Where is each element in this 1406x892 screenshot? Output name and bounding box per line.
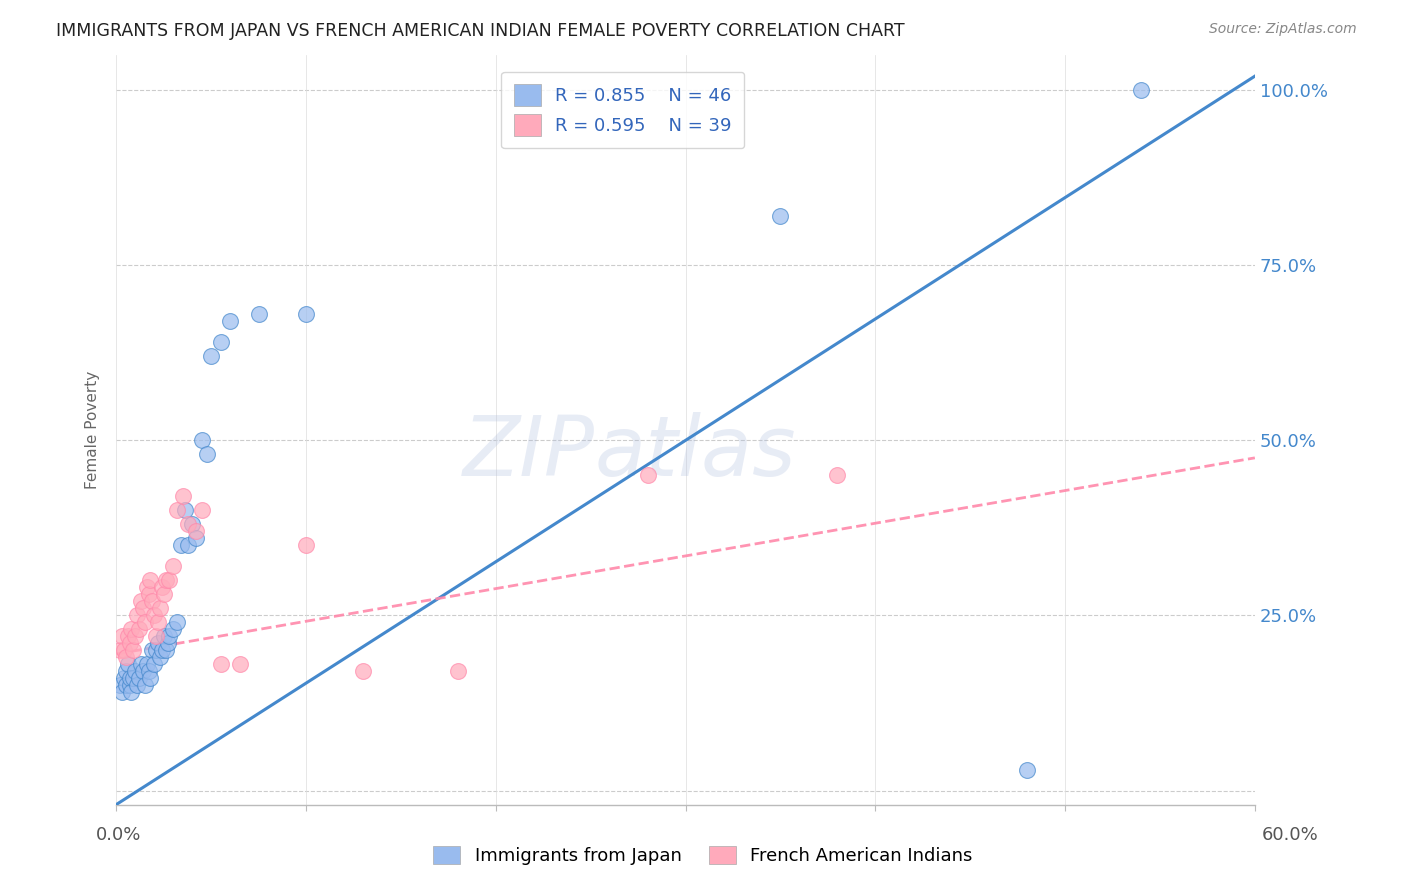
Point [247, 307, 270, 321]
Point [177, 517, 200, 532]
Point [162, 559, 184, 574]
Point [295, 307, 318, 321]
Point [117, 630, 139, 644]
Point [219, 314, 242, 328]
Y-axis label: Female Poverty: Female Poverty [86, 371, 100, 489]
Point [143, 608, 166, 623]
Point [139, 672, 162, 686]
Point [112, 672, 135, 686]
Point [152, 630, 174, 644]
Point [447, 665, 470, 679]
Point [120, 623, 142, 637]
Point [827, 468, 849, 483]
Point [157, 630, 180, 644]
Point [1017, 763, 1039, 777]
Point [132, 601, 155, 615]
Point [181, 517, 204, 532]
Point [769, 209, 792, 223]
Point [145, 630, 167, 644]
Point [141, 594, 163, 608]
Point [150, 643, 173, 657]
Point [135, 657, 157, 672]
Point [108, 678, 131, 692]
Point [155, 574, 177, 588]
Point [209, 335, 232, 350]
Point [114, 678, 136, 692]
Point [129, 657, 152, 672]
Point [120, 685, 142, 699]
Point [173, 503, 195, 517]
Point [166, 503, 188, 517]
Point [118, 672, 141, 686]
Point [132, 665, 155, 679]
Point [118, 678, 141, 692]
Point [184, 532, 207, 546]
Point [114, 665, 136, 679]
Point [124, 630, 146, 644]
Text: IMMIGRANTS FROM JAPAN VS FRENCH AMERICAN INDIAN FEMALE POVERTY CORRELATION CHART: IMMIGRANTS FROM JAPAN VS FRENCH AMERICAN… [56, 22, 905, 40]
Point [143, 657, 166, 672]
Point [150, 581, 173, 595]
Point [155, 643, 177, 657]
Point [228, 657, 250, 672]
Point [149, 601, 172, 615]
Point [141, 643, 163, 657]
Point [146, 636, 169, 650]
Point [134, 678, 156, 692]
Point [114, 650, 136, 665]
Point [156, 636, 179, 650]
Point [190, 434, 212, 448]
Legend: R = 0.855    N = 46, R = 0.595    N = 39: R = 0.855 N = 46, R = 0.595 N = 39 [501, 71, 744, 148]
Point [152, 587, 174, 601]
Point [139, 574, 162, 588]
Point [117, 657, 139, 672]
Point [166, 615, 188, 630]
Point [138, 587, 160, 601]
Point [177, 538, 200, 552]
Point [128, 672, 150, 686]
Point [637, 468, 659, 483]
Point [209, 657, 232, 672]
Point [145, 643, 167, 657]
Point [1130, 83, 1153, 97]
Point [352, 665, 374, 679]
Text: 60.0%: 60.0% [1263, 826, 1319, 844]
Point [118, 636, 141, 650]
Point [172, 489, 194, 503]
Point [129, 594, 152, 608]
Point [122, 643, 145, 657]
Point [112, 643, 135, 657]
Point [111, 630, 134, 644]
Point [190, 503, 212, 517]
Point [157, 574, 180, 588]
Point [135, 581, 157, 595]
Text: ZIP: ZIP [463, 412, 595, 492]
Point [128, 623, 150, 637]
Point [108, 643, 131, 657]
Text: 0.0%: 0.0% [96, 826, 141, 844]
Legend: Immigrants from Japan, French American Indians: Immigrants from Japan, French American I… [426, 838, 980, 872]
Point [111, 685, 134, 699]
Point [184, 524, 207, 539]
Point [138, 665, 160, 679]
Point [127, 608, 149, 623]
Point [170, 538, 193, 552]
Point [122, 672, 145, 686]
Point [200, 349, 222, 363]
Text: Source: ZipAtlas.com: Source: ZipAtlas.com [1209, 22, 1357, 37]
Point [295, 538, 318, 552]
Point [162, 623, 184, 637]
Text: atlas: atlas [595, 412, 796, 492]
Point [146, 615, 169, 630]
Point [124, 665, 146, 679]
Point [195, 447, 218, 461]
Point [134, 615, 156, 630]
Point [127, 678, 149, 692]
Point [149, 650, 172, 665]
